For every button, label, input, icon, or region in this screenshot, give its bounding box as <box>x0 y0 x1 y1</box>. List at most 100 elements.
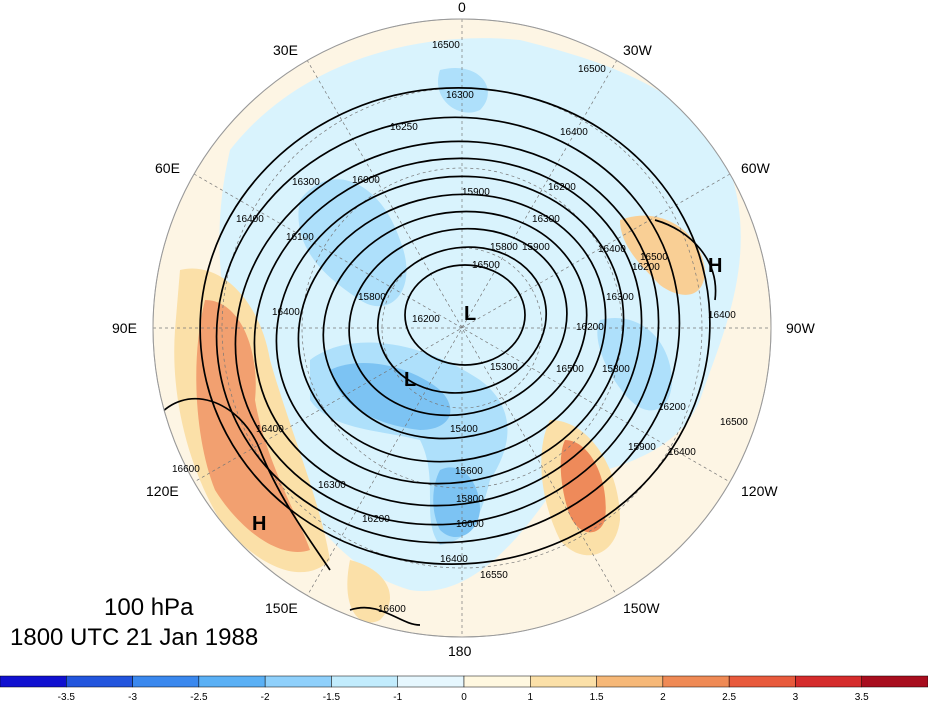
contour-label: 15800 <box>358 292 386 303</box>
colorbar-tick-label: 0 <box>461 692 467 702</box>
positive-anomaly-region <box>196 300 310 552</box>
colorbar-tick-label: -2.5 <box>190 692 208 702</box>
contour-label: 16550 <box>480 570 508 581</box>
colorbar-tick-label: -3.5 <box>58 692 76 702</box>
contour-label: 15800 <box>456 494 484 505</box>
contour-label: 16500 <box>432 40 460 51</box>
colorbar-swatch <box>728 675 796 688</box>
colorbar-tick-label: 2.5 <box>722 692 736 702</box>
colorbar-tick-label: 3.5 <box>855 692 869 702</box>
longitude-label-180: 180 <box>448 643 472 659</box>
contour-label: 16400 <box>560 127 588 138</box>
colorbar-swatch <box>662 675 730 688</box>
contour-label: 16400 <box>440 554 468 565</box>
contour-label: 16500 <box>720 417 748 428</box>
contour-label: 16000 <box>352 175 380 186</box>
negative-anomaly-region <box>298 179 407 307</box>
contour-label: 15800 <box>602 364 630 375</box>
colorbar-swatch <box>596 675 664 688</box>
colorbar-tick-label: 3 <box>793 692 799 702</box>
contour-label: 16500 <box>640 252 668 263</box>
contour-label: 16500 <box>472 260 500 271</box>
low-pressure-center: L <box>464 303 476 325</box>
colorbar-swatch <box>66 675 133 688</box>
height-contours <box>154 87 717 626</box>
colorbar-tick-label: -2 <box>261 692 270 702</box>
colorbar-swatch <box>530 675 597 688</box>
negative-anomaly-region <box>433 467 480 538</box>
contour-label: 16300 <box>318 480 346 491</box>
colorbar-swatch <box>463 675 531 688</box>
colorbar-swatch <box>0 675 67 688</box>
colorbar-tick-label: -3 <box>128 692 137 702</box>
colorbar-tick-label: -1.5 <box>323 692 341 702</box>
longitude-label-150w: 150W <box>623 600 660 616</box>
contour-label: 16200 <box>632 262 660 273</box>
colorbar-tick-label: -1 <box>393 692 402 702</box>
map-boundary <box>152 18 772 638</box>
contour-label: 15900 <box>628 442 656 453</box>
longitude-label-150e: 150E <box>265 600 298 616</box>
contour-label: 16300 <box>292 177 320 188</box>
contour-label: 16400 <box>256 424 284 435</box>
longitude-label-0: 0 <box>458 0 466 15</box>
contour-label: 16400 <box>598 244 626 255</box>
valid-time-caption: 1800 UTC 21 Jan 1988 <box>10 624 259 651</box>
contour-label: 16500 <box>556 364 584 375</box>
low-pressure-center: L <box>404 369 416 391</box>
contour-label: 16100 <box>286 232 314 243</box>
longitude-label-90e: 90E <box>112 320 137 336</box>
longitude-label-60w: 60W <box>741 160 771 176</box>
contour-label: 15600 <box>455 466 483 477</box>
longitude-label-120e: 120E <box>146 483 179 499</box>
colorbar-swatch <box>397 675 465 688</box>
colorbar-tick-label: 1 <box>528 692 534 702</box>
longitude-label-120w: 120W <box>741 483 778 499</box>
colorbar-tick-label: 1.5 <box>590 692 604 702</box>
contour-label: 16200 <box>576 322 604 333</box>
contour-label: 16200 <box>548 182 576 193</box>
contour-label: 16300 <box>606 292 634 303</box>
high-pressure-center: H <box>252 513 266 535</box>
contour-label: 15300 <box>490 362 518 373</box>
contour-label: 16600 <box>172 464 200 475</box>
longitude-label-60e: 60E <box>155 160 180 176</box>
negative-anomaly-region <box>438 68 488 113</box>
contour-label: 16000 <box>456 519 484 530</box>
contour-label-group: 16500 16500 16300 16300 16400 16400 16250 16200… <box>172 40 748 615</box>
colorbar-swatch <box>331 675 398 688</box>
contour-label: 16400 <box>668 447 696 458</box>
contour-label: 16500 <box>578 64 606 75</box>
pressure-level-caption: 100 hPa <box>104 594 194 621</box>
colorbar-swatch <box>264 675 332 688</box>
negative-anomaly-region <box>330 362 451 430</box>
negative-anomaly-region <box>219 38 741 592</box>
longitude-label-90w: 90W <box>786 320 816 336</box>
contour-label: 16250 <box>390 122 418 133</box>
colorbar-tick-label: 2 <box>660 692 666 702</box>
negative-anomaly-region <box>597 318 672 411</box>
colorbar-swatch <box>132 675 200 688</box>
colorbar-swatch <box>795 675 862 688</box>
anomaly-shading <box>174 38 741 623</box>
contour-label: 16300 <box>446 90 474 101</box>
contour-label: 15900 <box>462 187 490 198</box>
positive-anomaly-region <box>347 560 390 623</box>
contour-label: 16400 <box>708 310 736 321</box>
colorbar-swatch <box>861 675 928 688</box>
contour-label: 15800 <box>490 242 518 253</box>
colorbar-swatch <box>198 675 266 688</box>
contour-label: 15900 <box>522 242 550 253</box>
contour-label: 16200 <box>658 402 686 413</box>
colorbar: -3.5 -3 -2.5 -2 -1.5 -1 0 1 1.5 2 2.5 3 3.5 <box>0 675 928 702</box>
contour-label: 16200 <box>412 314 440 325</box>
contour-label: 16300 <box>532 214 560 225</box>
longitude-label-30e: 30E <box>273 42 298 58</box>
contour-label: 16600 <box>378 604 406 615</box>
contour-label: 15400 <box>450 424 478 435</box>
contour-label: 16200 <box>362 514 390 525</box>
contour-label: 16400 <box>236 214 264 225</box>
longitude-label-30w: 30W <box>623 42 653 58</box>
high-pressure-center: H <box>708 255 722 277</box>
